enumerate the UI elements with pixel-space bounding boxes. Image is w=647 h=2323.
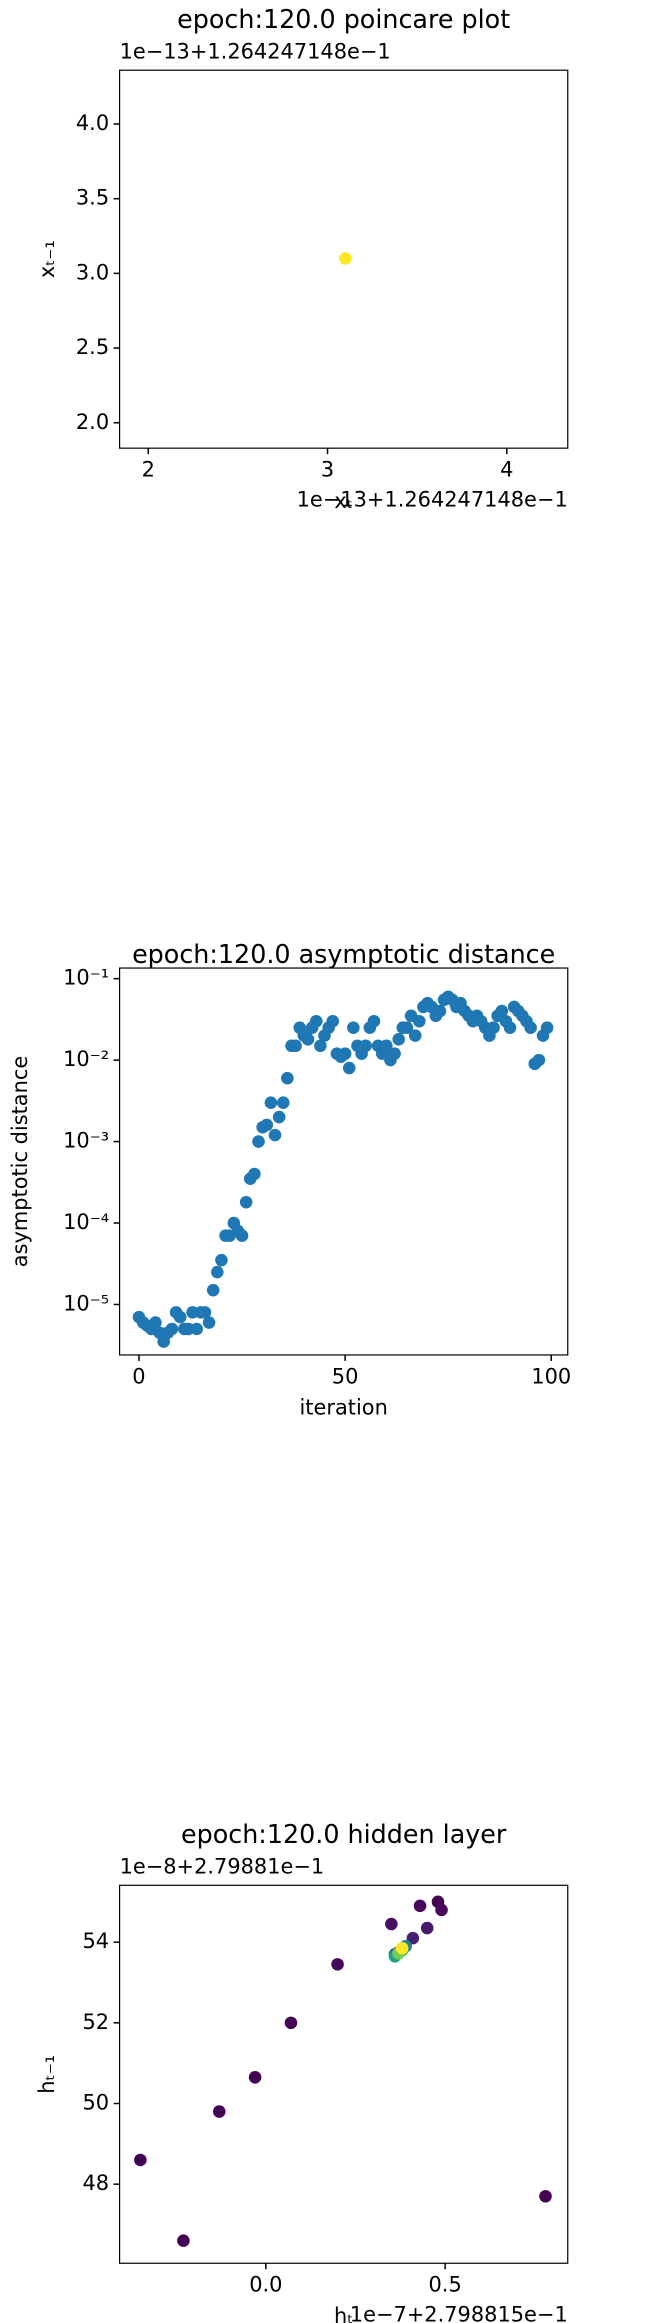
data-point [495,1004,509,1018]
data-point [339,252,352,265]
y-axis-label: hₜ₋₁ [35,2055,59,2094]
data-point [190,1322,203,1336]
plot-frame [118,69,569,449]
y-tick-label: 10⁻² [63,1047,109,1071]
data-point [388,1047,401,1060]
data-point [503,1021,517,1034]
x-offset: 1e−7+2.798815e−1 [350,2303,568,2323]
chart-title: epoch:120.0 asymptotic distance [132,939,555,969]
x-tick-label: 100 [531,1364,571,1388]
data-point [272,1110,286,1124]
data-point [359,1039,372,1053]
data-point [338,1047,352,1060]
y-tick-label: 2.5 [76,335,109,359]
data-point [400,1021,414,1034]
data-point [248,1167,261,1181]
x-tick-label: 2 [142,458,155,482]
data-point [165,1322,179,1336]
y-tick-label: 48 [83,2171,110,2195]
x-tick-label: 0 [132,1364,145,1388]
plot-frame [118,967,569,1356]
data-point [149,1316,162,1329]
data-point [239,1195,253,1209]
x-axis-label: hₜ [334,2304,353,2323]
data-point [206,1283,220,1297]
data-point [301,1033,315,1046]
y-offset: 1e−8+2.79881e−1 [120,1854,325,1878]
data-point [284,2016,298,2030]
data-point [367,1014,381,1028]
y-tick-label: 50 [83,2091,110,2115]
y-tick-label: 10⁻³ [63,1129,109,1153]
y-tick-label: 3.0 [76,260,109,284]
data-point [524,1021,537,1034]
data-point [215,1253,228,1267]
data-point [347,1021,360,1034]
data-point [264,1096,278,1109]
data-point [342,1061,356,1075]
x-tick-label: 0.0 [249,2273,282,2297]
y-axis-label: asymptotic distance [8,1056,32,1267]
data-point [248,2071,262,2084]
x-tick-label: 4 [500,458,513,482]
data-point [289,1039,302,1053]
x-tick-label: 50 [332,1364,359,1388]
data-point [413,1899,427,1913]
data-point [198,1306,212,1319]
data-point [314,1039,327,1053]
x-tick-label: 0.5 [429,2273,462,2297]
data-point [380,1039,393,1053]
y-axis-label: xₜ₋₁ [35,240,59,278]
y-tick-label: 10⁻⁴ [63,1210,109,1234]
data-point [268,1128,282,1142]
data-point [540,1021,554,1034]
x-axis-label: xₜ [334,489,353,513]
y-tick-label: 3.5 [76,186,109,210]
data-point [252,1135,265,1148]
y-tick-label: 4.0 [76,111,109,135]
data-point [309,1014,323,1028]
data-point [260,1118,274,1132]
y-tick-label: 10⁻⁵ [63,1291,109,1315]
data-point [177,2234,190,2247]
data-point [212,2105,226,2118]
data-point [235,1229,249,1242]
data-point [408,1029,422,1042]
x-tick-label: 3 [321,458,334,482]
data-point [413,1014,426,1028]
data-point [281,1071,294,1085]
data-point [420,1921,434,1935]
y-tick-label: 10⁻¹ [63,966,109,990]
data-point [435,1903,448,1917]
x-offset: 1e−13+1.264247148e−1 [297,487,568,511]
data-point [406,1931,420,1945]
plot-frame [118,1884,569,2264]
data-point [392,1033,405,1046]
data-point [331,1958,344,1971]
data-point [433,1004,447,1018]
y-offset: 1e−13+1.264247148e−1 [120,39,391,63]
chart-title: epoch:120.0 hidden layer [181,1819,507,1849]
data-point [385,1917,398,1931]
x-axis-label: iteration [300,1396,388,1420]
data-point [326,1014,340,1028]
data-point [487,1021,500,1034]
data-point [276,1096,290,1109]
data-point [532,1053,546,1067]
data-point [211,1265,224,1279]
y-tick-label: 54 [83,1929,110,1953]
data-point [202,1316,216,1329]
data-point [173,1310,187,1324]
chart-title: epoch:120.0 poincare plot [177,4,510,34]
y-tick-label: 52 [83,2010,110,2034]
y-tick-label: 2.0 [76,410,109,434]
data-point [395,1941,409,1955]
data-point [539,2190,552,2203]
data-point [134,2153,147,2167]
